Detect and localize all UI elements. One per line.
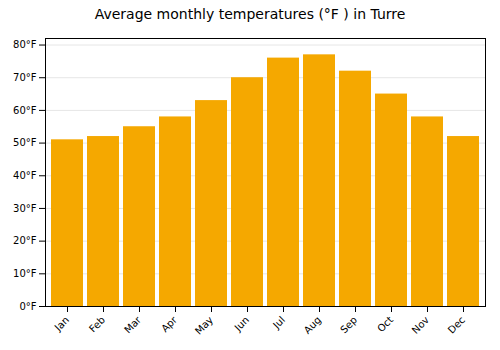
svg-text:Apr: Apr: [159, 314, 180, 335]
svg-text:80°F: 80°F: [13, 39, 37, 50]
svg-text:Oct: Oct: [375, 314, 395, 334]
html-text:Average monthly temperatures (: Average monthly temperatures (°F ) in Tu…: [94, 6, 406, 22]
svg-text:Jan: Jan: [52, 314, 71, 333]
svg-text:40°F: 40°F: [13, 170, 37, 181]
svg-text:Aug: Aug: [302, 314, 324, 336]
svg-text:Dec: Dec: [446, 314, 467, 335]
svg-text:10°F: 10°F: [13, 268, 37, 279]
svg-text:30°F: 30°F: [13, 203, 37, 214]
svg-text:0°F: 0°F: [19, 301, 36, 312]
svg-text:Nov: Nov: [410, 314, 432, 336]
svg-text:50°F: 50°F: [13, 137, 37, 148]
svg-text:Mar: Mar: [122, 314, 144, 336]
svg-text:70°F: 70°F: [13, 72, 37, 83]
svg-text:Feb: Feb: [87, 314, 107, 334]
svg-text:20°F: 20°F: [13, 235, 37, 246]
svg-text:Jul: Jul: [270, 314, 287, 331]
svg-text:May: May: [193, 314, 215, 336]
svg-text:Sep: Sep: [338, 314, 359, 335]
svg-text:60°F: 60°F: [13, 105, 37, 116]
svg-text:Jun: Jun: [232, 314, 252, 334]
